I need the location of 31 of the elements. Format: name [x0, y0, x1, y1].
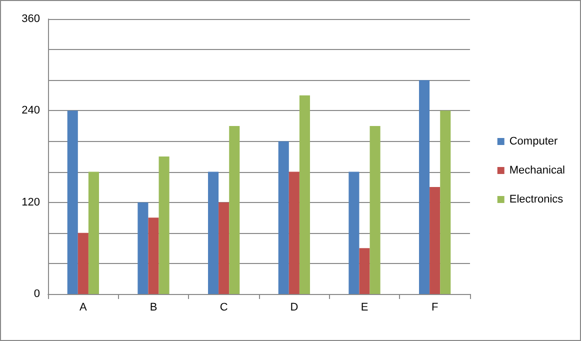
bar — [208, 172, 219, 294]
bar — [430, 187, 440, 294]
x-tick-label: B — [150, 302, 158, 314]
y-tick-label: 240 — [22, 104, 40, 117]
bar — [148, 218, 159, 294]
legend-label: Computer — [509, 136, 558, 148]
bar — [440, 110, 451, 294]
x-tick-label: C — [220, 302, 228, 314]
legend-label: Electronics — [509, 194, 564, 206]
bar — [278, 141, 289, 294]
y-tick-label: 120 — [22, 196, 40, 208]
bar — [67, 110, 78, 294]
bar — [138, 202, 148, 294]
bar — [288, 172, 300, 294]
bar — [299, 95, 310, 294]
bar — [370, 126, 380, 294]
bar — [419, 80, 430, 294]
bar — [229, 126, 240, 294]
y-tick-label: 0 — [34, 288, 40, 300]
bar — [218, 202, 230, 294]
bar — [348, 172, 360, 294]
x-tick-label: D — [290, 302, 298, 314]
bar — [158, 156, 170, 294]
x-tick-label: E — [360, 302, 368, 314]
bar — [359, 248, 370, 294]
x-tick-label: A — [79, 302, 88, 314]
bar — [78, 232, 88, 294]
x-tick-label: F — [431, 302, 438, 314]
legend-label: Mechanical — [509, 164, 565, 176]
y-tick-label: 360 — [22, 13, 40, 25]
bar — [88, 172, 99, 294]
